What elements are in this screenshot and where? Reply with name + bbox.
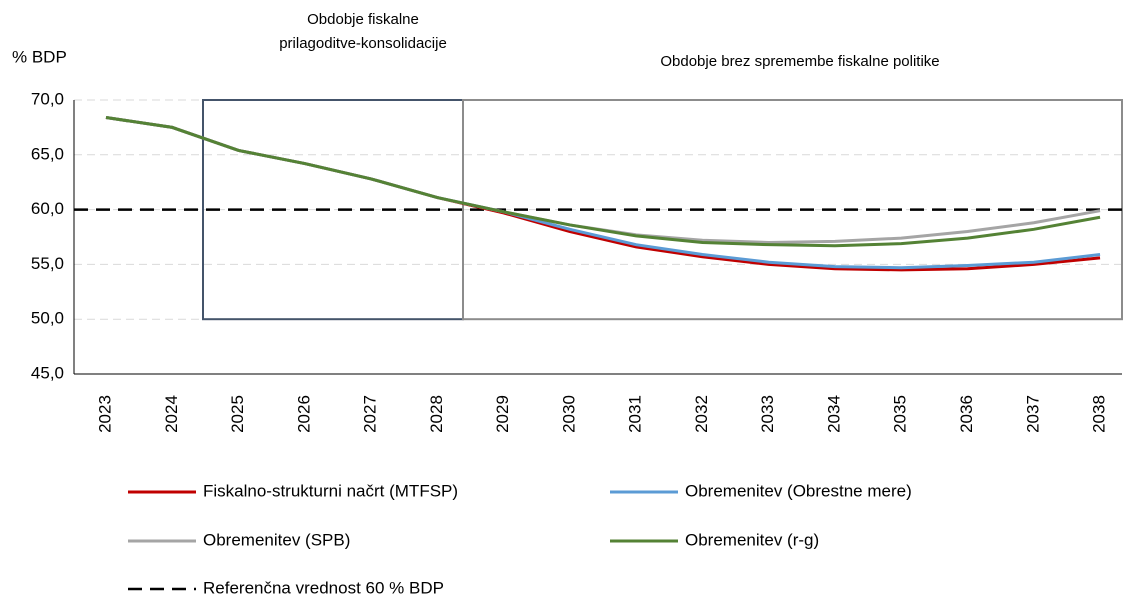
y-tick-label: 60,0 xyxy=(31,199,64,218)
x-tick-label: 2029 xyxy=(493,395,512,433)
period-label: Obdobje brez spremembe fiskalne politike xyxy=(660,53,939,70)
x-tick-label: 2024 xyxy=(162,395,181,433)
series-line xyxy=(105,116,1101,272)
x-tick-label: 2026 xyxy=(294,395,313,433)
period-label: Obdobje fiskalne xyxy=(307,11,419,28)
legend-label: Obremenitev (Obrestne mere) xyxy=(685,481,912,500)
x-tick-label: 2030 xyxy=(559,395,578,433)
x-tick-label: 2023 xyxy=(95,395,114,433)
x-tick-label: 2036 xyxy=(957,395,976,433)
x-tick-label: 2033 xyxy=(758,395,777,433)
x-tick-label: 2037 xyxy=(1023,395,1042,433)
y-tick-label: 45,0 xyxy=(31,363,64,382)
x-tick-label: 2027 xyxy=(361,395,380,433)
x-tick-label: 2025 xyxy=(228,395,247,433)
y-tick-label: 50,0 xyxy=(31,309,64,328)
series-line xyxy=(105,116,1101,248)
y-tick-label: 55,0 xyxy=(31,254,64,273)
legend-label: Fiskalno-strukturni načrt (MTFSP) xyxy=(203,481,458,500)
series-line xyxy=(105,116,1101,270)
x-tick-label: 2035 xyxy=(891,395,910,433)
legend-label: Obremenitev (SPB) xyxy=(203,530,350,549)
x-tick-label: 2032 xyxy=(692,395,711,433)
period-label: prilagoditve-konsolidacije xyxy=(279,35,447,52)
y-axis-label: % BDP xyxy=(12,47,67,66)
x-tick-label: 2034 xyxy=(824,395,843,433)
x-tick-label: 2038 xyxy=(1090,395,1109,433)
legend-label: Referenčna vrednost 60 % BDP xyxy=(203,578,444,597)
legend-label: Obremenitev (r-g) xyxy=(685,530,819,549)
y-tick-label: 65,0 xyxy=(31,144,64,163)
x-tick-label: 2028 xyxy=(427,395,446,433)
series-line xyxy=(105,116,1101,244)
x-tick-label: 2031 xyxy=(626,395,645,433)
y-tick-label: 70,0 xyxy=(31,89,64,108)
